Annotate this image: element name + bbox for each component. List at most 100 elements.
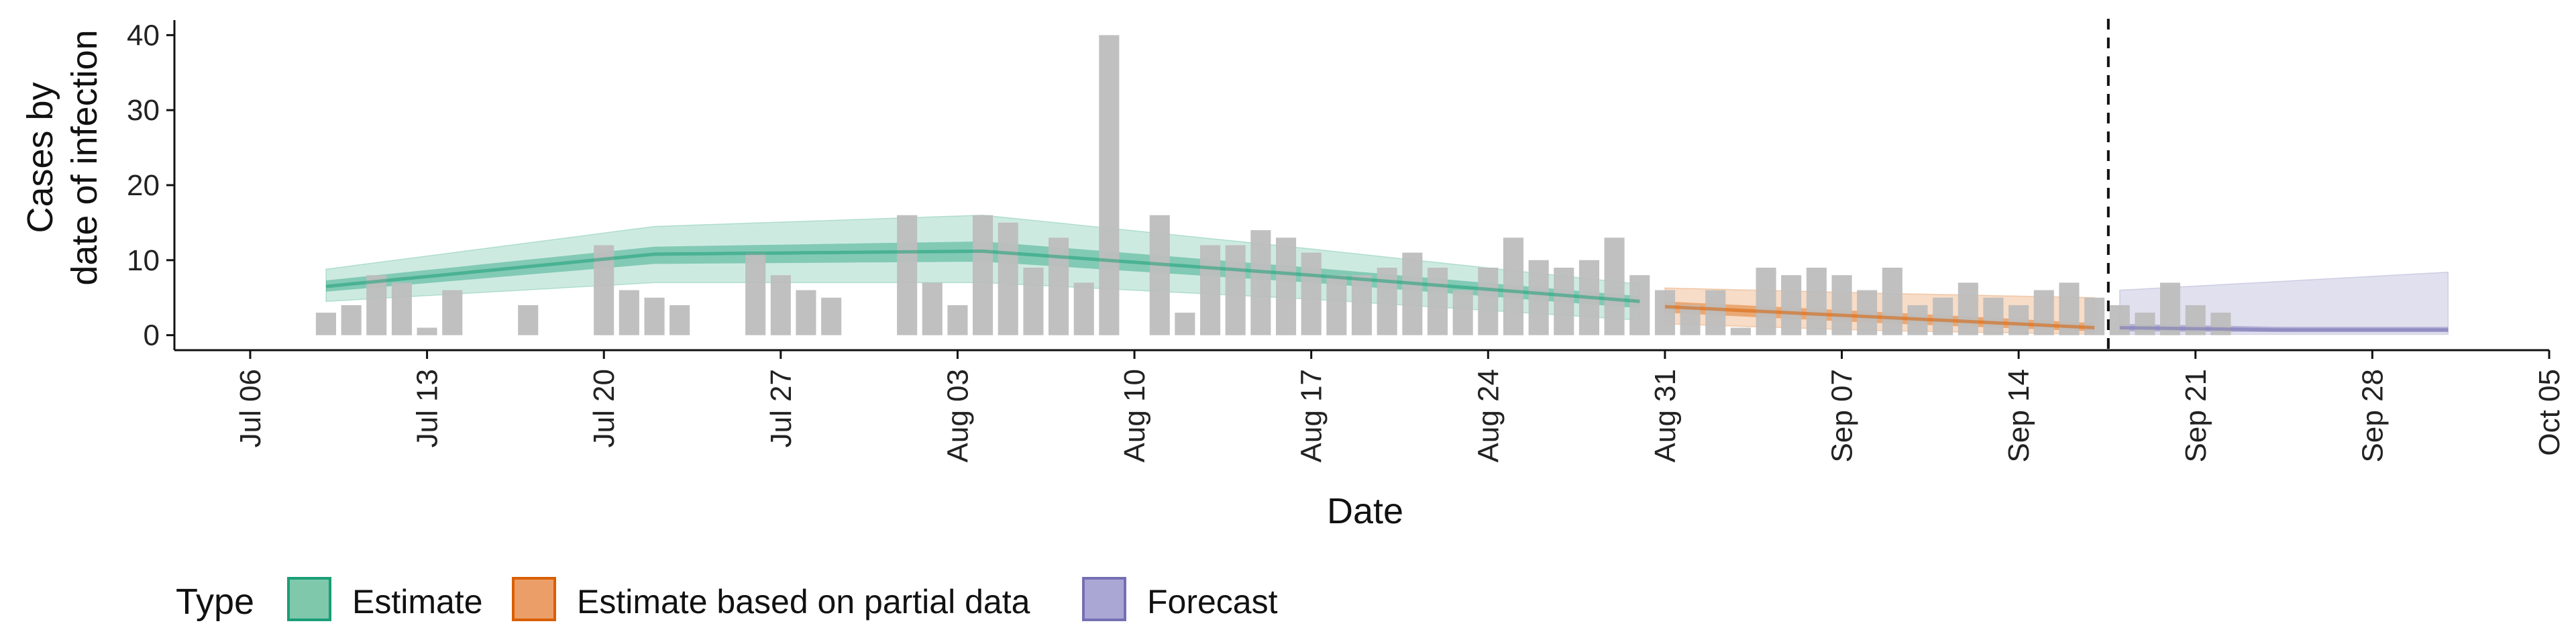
bar	[1957, 282, 1978, 335]
bar	[770, 275, 791, 335]
x-tick-label: Aug 31	[1649, 369, 1682, 462]
bar	[1478, 268, 1499, 335]
legend-label-forecast: Forecast	[1147, 583, 1278, 621]
bar	[2084, 297, 2105, 335]
bar	[1933, 297, 1953, 335]
legend-label-estimate-based-on-partial-data: Estimate based on partial data	[577, 583, 1030, 621]
median-line-forecast	[2119, 326, 2449, 332]
bar	[2109, 305, 2130, 335]
x-tick-label: Sep 28	[2356, 369, 2389, 462]
bar	[2210, 313, 2231, 335]
legend-title: Type	[176, 582, 254, 622]
bar	[1528, 260, 1549, 335]
bar	[1149, 215, 1170, 335]
bar	[1503, 237, 1523, 335]
bar	[2033, 290, 2054, 335]
bar	[1175, 313, 1195, 335]
y-tick-label: 0	[144, 319, 160, 352]
bar	[2135, 313, 2155, 335]
bar	[1730, 327, 1751, 335]
bar	[897, 215, 918, 335]
bar	[669, 305, 690, 335]
bar	[1452, 290, 1473, 335]
y-tick-label: 30	[127, 94, 160, 127]
bar	[366, 275, 387, 335]
bar	[973, 215, 994, 335]
x-tick-label: Aug 17	[1295, 369, 1328, 462]
bar	[619, 290, 639, 335]
bar	[1250, 230, 1271, 335]
bar	[745, 252, 766, 335]
bar	[1857, 290, 1878, 335]
x-tick-label: Aug 24	[1472, 369, 1505, 462]
x-tick-label: Sep 14	[2002, 369, 2035, 462]
y-tick-label: 20	[127, 169, 160, 202]
bar	[1680, 305, 1701, 335]
x-axis-ticks: Jul 06 Jul 13 Jul 20 Jul 27 Aug 03 Aug 10 Aug …	[234, 350, 2566, 462]
x-tick-label: Aug 03	[941, 369, 974, 462]
bar	[518, 305, 539, 335]
bar	[998, 222, 1018, 335]
bar	[1427, 268, 1448, 335]
x-tick-label: Jul 13	[411, 369, 444, 447]
y-axis-title-line1: Cases by	[20, 82, 60, 233]
bar	[1654, 290, 1675, 335]
bar	[1983, 297, 2004, 335]
y-axis-ticks: 0 10 20 30 40	[127, 19, 174, 352]
bar	[922, 282, 943, 335]
bar	[1554, 268, 1574, 335]
bar	[1629, 275, 1650, 335]
x-tick-label: Jul 27	[765, 369, 798, 447]
bar	[1099, 35, 1120, 335]
x-tick-label: Aug 10	[1118, 369, 1151, 462]
legend-swatch-estimate	[287, 577, 331, 621]
bar	[1326, 275, 1347, 335]
bar	[391, 282, 412, 335]
x-tick-label: Jul 06	[234, 369, 267, 447]
bar	[1023, 268, 1044, 335]
bar	[947, 305, 968, 335]
x-tick-label: Oct 05	[2533, 369, 2566, 456]
bar	[1402, 252, 1423, 335]
bar	[644, 297, 665, 335]
bar	[821, 297, 842, 335]
bar	[1604, 237, 1625, 335]
bar	[1882, 268, 1902, 335]
bar	[315, 313, 336, 335]
x-tick-label: Sep 21	[2180, 369, 2212, 462]
bar	[1351, 275, 1372, 335]
median-line-estimate	[325, 249, 1640, 303]
bar	[1377, 268, 1397, 335]
bar	[1200, 245, 1221, 335]
bar	[341, 305, 362, 335]
bar	[442, 290, 463, 335]
bar	[1831, 275, 1852, 335]
legend-swatch-forecast	[1082, 577, 1126, 621]
median-lines	[325, 249, 2449, 332]
legend: Type Estimate Estimate based on partial d…	[176, 577, 1278, 622]
bar	[796, 290, 816, 335]
y-axis-title-line2: date of infection	[64, 30, 105, 285]
bar	[2008, 305, 2029, 335]
x-tick-label: Sep 07	[1826, 369, 1859, 462]
case-bars	[315, 35, 2231, 335]
x-axis-title: Date	[1327, 491, 1403, 531]
bar	[2185, 305, 2206, 335]
bar	[1705, 290, 1726, 335]
y-tick-label: 40	[127, 19, 160, 52]
legend-label-estimate: Estimate	[352, 583, 483, 621]
bar	[1756, 268, 1776, 335]
bar	[1276, 237, 1297, 335]
bar	[1073, 282, 1094, 335]
bar	[1225, 245, 1246, 335]
band-inner-estimate	[326, 241, 1640, 309]
x-tick-label: Jul 20	[588, 369, 621, 447]
bar	[1049, 237, 1069, 335]
bar	[1301, 252, 1322, 335]
bar	[1781, 275, 1802, 335]
median-line-estimate-based-on-partial-data	[1664, 305, 2095, 329]
legend-swatch-estimate-based-on-partial-data	[512, 577, 556, 621]
bar	[2160, 282, 2181, 335]
bar	[1806, 268, 1827, 335]
